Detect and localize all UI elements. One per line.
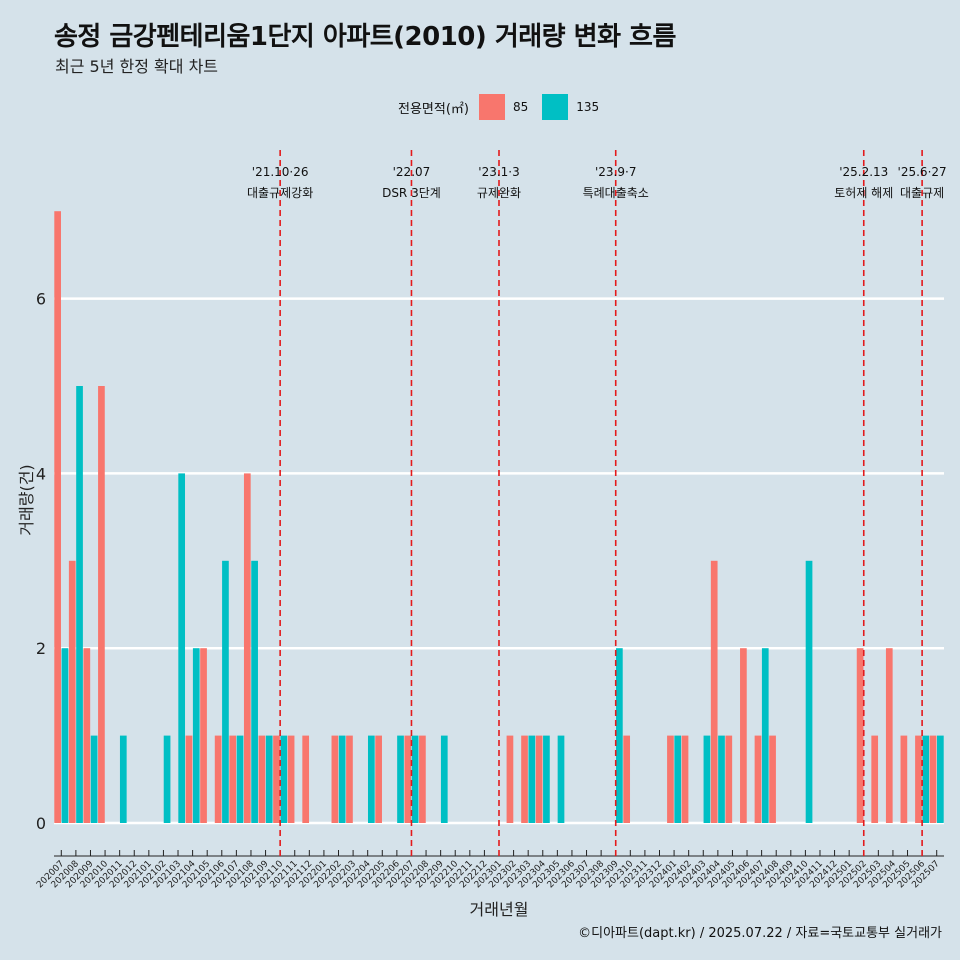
bar-85-202506	[915, 735, 922, 823]
bar-85-202111	[287, 735, 295, 823]
bar-85-202408	[769, 735, 776, 823]
bar-135-202109	[265, 735, 273, 823]
bar-85-202108	[243, 473, 251, 823]
bar-135-202506	[922, 735, 930, 823]
bar-135-202108	[251, 560, 258, 823]
legend-key-85	[478, 94, 505, 120]
legend-key-135	[542, 94, 569, 120]
bar-85-202010	[98, 386, 105, 823]
bar-135-202202	[338, 735, 346, 823]
bar-135-202102	[163, 735, 171, 823]
bar-85-202202	[331, 735, 339, 823]
bar-85-202107	[229, 735, 237, 823]
bar-85-202302	[506, 735, 514, 823]
event-label: 토허제 해제	[834, 186, 893, 200]
bar-135-202407	[761, 648, 769, 823]
bar-85-202404	[710, 560, 718, 823]
bar-85-202208	[419, 735, 426, 823]
bar-135-202007	[61, 648, 69, 823]
bar-85-202507	[929, 735, 937, 823]
x-axis-title: 거래년월	[470, 900, 529, 919]
event-date: '25.6·27	[898, 165, 947, 179]
bar-135-202309	[616, 648, 623, 823]
legend-label-135: 135	[576, 100, 600, 114]
bar-135-202011	[119, 735, 127, 823]
y-tick-label: 4	[36, 464, 46, 483]
bar-135-202009	[90, 735, 98, 823]
bar-135-202410	[805, 560, 813, 823]
event-label: 특례대출축소	[583, 186, 649, 200]
bar-85-202310	[623, 735, 631, 823]
bar-135-202304	[543, 735, 550, 823]
bar-135-202404	[718, 735, 725, 823]
bar-135-202104	[192, 648, 200, 823]
bar-85-202203	[346, 735, 353, 823]
bar-85-202207	[404, 735, 412, 823]
event-date: '22.07	[393, 165, 431, 179]
bar-85-202008	[68, 560, 76, 823]
source-caption: ©디아파트(dapt.kr) / 2025.07.22 / 자료=국토교통부 실…	[578, 926, 942, 941]
bar-85-202303	[521, 735, 528, 823]
bar-135-202103	[178, 473, 186, 823]
bar-85-202504	[885, 648, 893, 823]
bar-85-202105	[200, 648, 207, 823]
y-axis-title: 거래량(건)	[17, 464, 36, 535]
bar-135-202107	[236, 735, 244, 823]
bar-85-202503	[871, 735, 879, 823]
bar-135-202507	[937, 735, 944, 823]
bar-135-202303	[528, 735, 536, 823]
bar-85-202405	[725, 735, 733, 823]
bar-85-202104	[185, 735, 193, 823]
bar-85-202304	[535, 735, 543, 823]
bar-85-202112	[302, 735, 310, 823]
chart-subtitle: 최근 5년 한정 확대 차트	[55, 57, 219, 76]
event-label: 대출규제	[900, 186, 944, 200]
bar-135-202209	[440, 735, 448, 823]
bar-135-202008	[76, 386, 83, 823]
y-tick-label: 6	[36, 290, 46, 309]
bar-135-202207	[411, 735, 419, 823]
bar-135-202106	[222, 560, 229, 823]
event-date: '23.9·7	[595, 165, 636, 179]
bar-85-202106	[214, 735, 222, 823]
bar-85-202109	[258, 735, 266, 823]
bar-135-202206	[397, 735, 404, 823]
chart-title: 송정 금강펜테리움1단지 아파트(2010) 거래량 변화 흐름	[54, 22, 676, 52]
bar-85-202110	[273, 735, 280, 823]
bar-135-202401	[674, 735, 682, 823]
event-date: '23.1·3	[478, 165, 519, 179]
legend-title: 전용면적(㎡)	[398, 101, 469, 117]
event-label: 규제완화	[477, 186, 521, 200]
event-date: '25.2.13	[839, 165, 888, 179]
bar-85-202502	[856, 648, 864, 823]
event-label: 대출규제강화	[247, 186, 313, 200]
bar-85-202205	[375, 735, 382, 823]
bar-85-202407	[754, 735, 762, 823]
legend: 전용면적(㎡) 85 135	[398, 94, 613, 120]
bar-85-202009	[83, 648, 91, 823]
bar-85-202406	[740, 648, 747, 823]
bar-85-202402	[681, 735, 689, 823]
y-tick-label: 2	[36, 639, 46, 658]
y-tick-label: 0	[36, 814, 46, 833]
bar-85-202007	[54, 211, 61, 823]
bar-135-202305	[557, 735, 565, 823]
bar-85-202505	[900, 735, 908, 823]
bar-135-202204	[367, 735, 375, 823]
legend-label-85: 85	[512, 100, 529, 114]
event-label: DSR 3단계	[382, 186, 441, 200]
bar-135-202110	[280, 735, 288, 823]
event-date: '21.10·26	[252, 165, 309, 179]
bar-135-202403	[703, 735, 711, 823]
bar-85-202401	[667, 735, 674, 823]
